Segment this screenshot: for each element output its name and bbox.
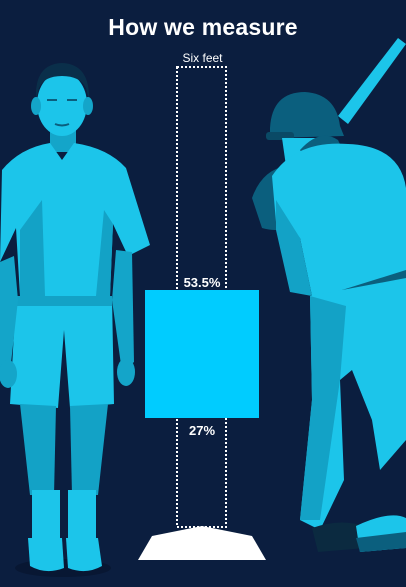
six-feet-label: Six feet [182, 51, 223, 65]
zone-top-label: 53.5% [183, 275, 221, 290]
strike-zone-box [145, 290, 259, 418]
zone-bottom-label: 27% [188, 423, 216, 438]
batter-illustration [252, 38, 406, 552]
page-title: How we measure [108, 14, 298, 40]
home-plate-icon [138, 526, 266, 560]
standing-man-illustration [0, 63, 150, 577]
